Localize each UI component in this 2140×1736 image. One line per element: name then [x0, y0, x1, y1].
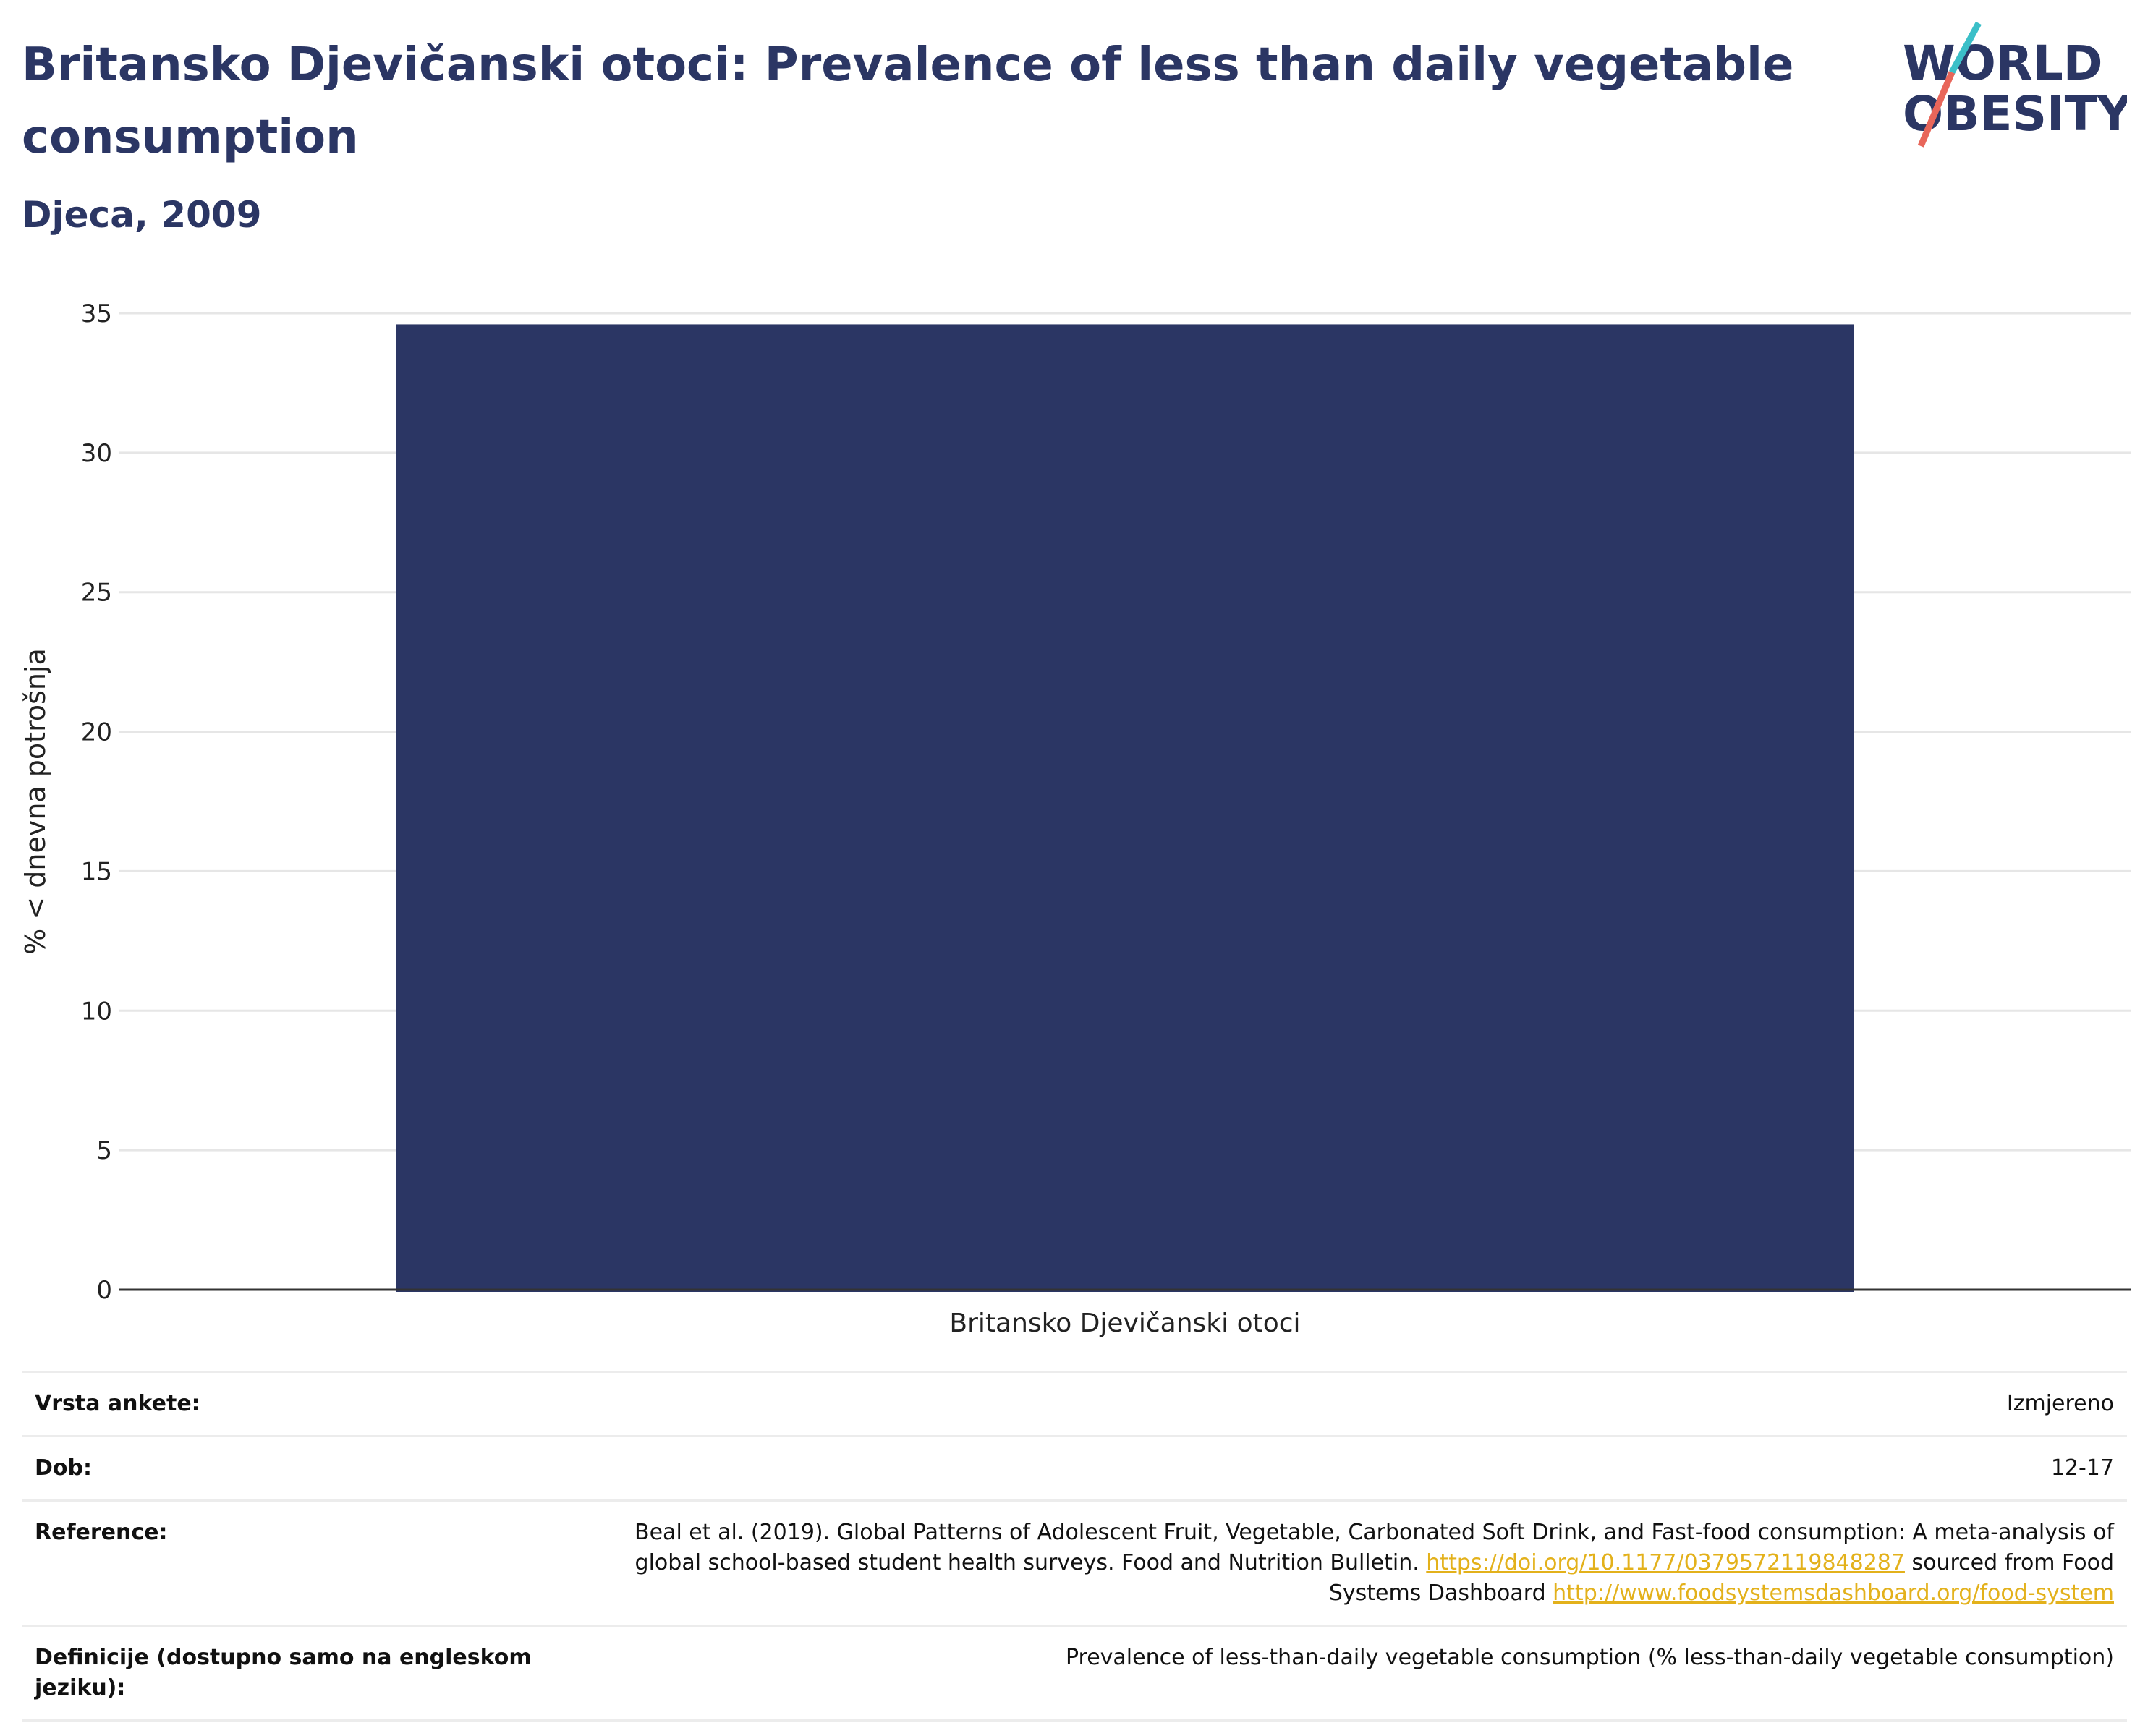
survey-type-label: Vrsta ankete: — [22, 1371, 569, 1437]
y-tick-label: 30 — [81, 439, 112, 468]
table-row: Dob: 12-17 — [22, 1435, 2127, 1501]
logo-line1: WORLD — [1903, 35, 2103, 91]
y-tick-label: 25 — [81, 579, 112, 608]
chart-title: Britansko Djevičanski otoci: Prevalence … — [22, 38, 1794, 164]
logo-slash-bottom — [1917, 71, 1956, 148]
y-tick-label: 35 — [81, 299, 112, 328]
world-obesity-logo: WORLD OBESITY — [1895, 22, 2127, 152]
table-row: Reference: Beal et al. (2019). Global Pa… — [22, 1499, 2127, 1626]
age-value: 12-17 — [569, 1435, 2127, 1501]
x-tick-labels: Britansko Djevičanski otoci — [949, 1309, 1300, 1338]
definitions-label: Definicije (dostupno samo na engleskom j… — [22, 1625, 569, 1722]
reference-label: Reference: — [22, 1499, 569, 1626]
y-tick-label: 5 — [96, 1136, 112, 1165]
logo-slash-top — [1949, 22, 1982, 75]
bar-chart: 0 5 10 15 20 25 30 35 Britansko Djevičanski oto… — [20, 299, 2131, 1338]
definitions-value: Prevalence of less-than-daily vegetable … — [569, 1625, 2127, 1722]
metadata-table: Vrsta ankete: Izmjereno Dob: 12-17 Refer… — [22, 1371, 2127, 1722]
chart-subtitle: Djeca, 2009 — [22, 194, 262, 236]
table-row: Definicije (dostupno samo na engleskom j… — [22, 1625, 2127, 1722]
y-tick-labels: 0 5 10 15 20 25 30 35 — [81, 299, 112, 1305]
reference-text-source: sourced from Food Systems Dashboard — [1328, 1550, 2114, 1606]
reference-value: Beal et al. (2019). Global Patterns of A… — [569, 1499, 2127, 1626]
y-tick-label: 20 — [81, 718, 112, 747]
table-row: Vrsta ankete: Izmjereno — [22, 1371, 2127, 1437]
y-tick-label: 15 — [81, 857, 112, 886]
x-tick-label: Britansko Djevičanski otoci — [949, 1309, 1300, 1338]
y-tick-label: 10 — [81, 997, 112, 1026]
survey-type-value: Izmjereno — [569, 1371, 2127, 1437]
reference-text: Beal et al. (2019). Global Patterns of A… — [634, 1520, 2114, 1575]
doi-link[interactable]: https://doi.org/10.1177/0379572119848287 — [1426, 1550, 1905, 1575]
y-tick-label: 0 — [96, 1276, 112, 1305]
food-systems-dashboard-link[interactable]: http://www.foodsystemsdashboard.org/food… — [1553, 1580, 2114, 1606]
bar — [396, 324, 1854, 1292]
y-axis-title: % < dnevna potrošnja — [20, 648, 51, 955]
age-label: Dob: — [22, 1435, 569, 1501]
bars — [396, 324, 1854, 1292]
